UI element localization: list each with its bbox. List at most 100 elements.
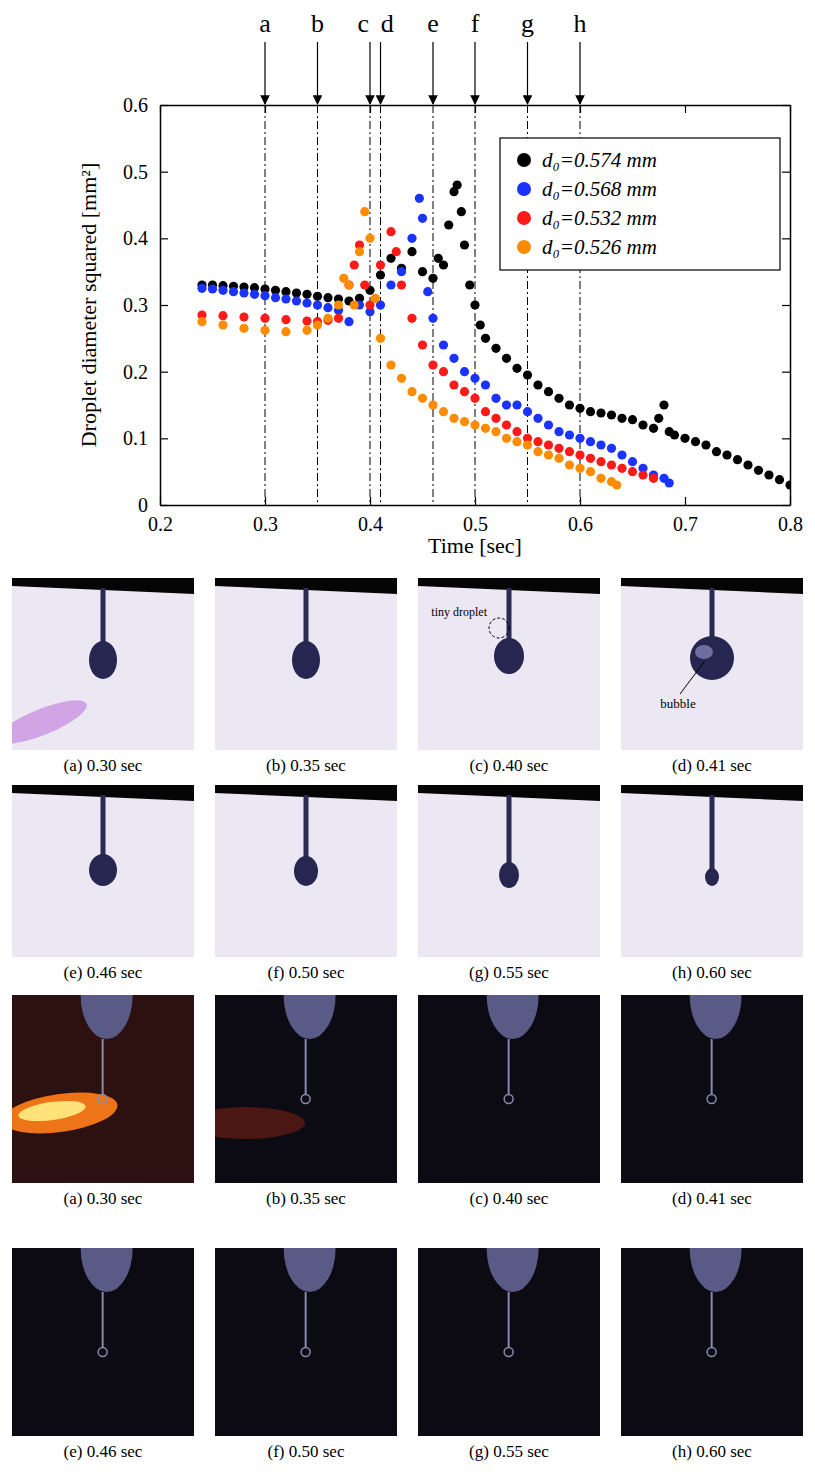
point	[271, 293, 280, 302]
point	[638, 470, 647, 479]
point	[376, 334, 385, 343]
tick-mark	[160, 172, 168, 173]
fiber	[508, 1292, 510, 1348]
point	[397, 374, 406, 383]
point	[418, 267, 427, 276]
point	[386, 280, 395, 289]
point	[470, 420, 479, 429]
point	[491, 394, 500, 403]
droplet	[292, 641, 320, 679]
photo-caption: (e) 0.46 sec	[64, 1442, 143, 1461]
point	[428, 360, 437, 369]
point	[397, 267, 406, 276]
tick: 0.3	[123, 294, 168, 316]
tick-mark	[160, 105, 161, 113]
point	[439, 407, 448, 416]
time-marker-label: c	[357, 9, 369, 38]
point	[586, 467, 595, 476]
point	[344, 280, 353, 289]
point	[544, 450, 553, 459]
figure: 0.20.30.40.50.60.70.800.10.20.30.40.50.6…	[0, 0, 815, 1477]
photo	[418, 995, 600, 1183]
point	[596, 474, 605, 483]
point	[617, 414, 626, 423]
point	[229, 287, 238, 296]
point	[649, 424, 658, 433]
point	[460, 240, 469, 249]
fiber	[507, 795, 512, 866]
point	[712, 447, 721, 456]
point	[208, 284, 217, 293]
point	[302, 290, 311, 299]
point	[659, 400, 668, 409]
photo-caption: (h) 0.60 sec	[672, 963, 752, 982]
point	[323, 293, 332, 302]
point	[470, 300, 479, 309]
point	[743, 460, 752, 469]
point	[313, 320, 322, 329]
point	[523, 440, 532, 449]
photo-panel: (e) 0.46 sec	[12, 1204, 194, 1461]
holder	[690, 995, 742, 1039]
photo-caption: (g) 0.55 sec	[469, 963, 549, 982]
point	[465, 280, 474, 289]
legend-label: d₀=0.568 mm	[542, 177, 657, 201]
photo-panel: (d) 0.41 sec	[621, 951, 803, 1208]
point	[460, 367, 469, 376]
tick-mark	[782, 105, 790, 106]
point	[481, 424, 490, 433]
point	[628, 457, 637, 466]
point	[638, 420, 647, 429]
time-marker-label: a	[259, 9, 271, 38]
legend-marker	[517, 211, 531, 225]
point	[470, 374, 479, 383]
photo	[418, 1248, 600, 1436]
droplet	[301, 1348, 310, 1357]
point	[754, 466, 763, 475]
point	[371, 294, 380, 303]
point	[453, 180, 462, 189]
tick	[782, 105, 790, 106]
point	[418, 214, 427, 223]
point	[197, 284, 206, 293]
point	[491, 344, 500, 353]
point	[397, 280, 406, 289]
photo-panel: (f) 0.50 sec	[215, 785, 397, 982]
point	[470, 394, 479, 403]
droplet	[98, 1095, 107, 1104]
time-marker-arrow	[432, 42, 433, 104]
droplet	[707, 1348, 716, 1357]
point	[617, 450, 626, 459]
point	[344, 317, 353, 326]
tick-label: 0.4	[358, 513, 383, 535]
point	[423, 287, 432, 296]
point	[586, 454, 595, 463]
reference-line	[265, 105, 266, 505]
point	[281, 294, 290, 303]
photo-panel: (f) 0.50 sec	[215, 1204, 397, 1461]
point	[260, 291, 269, 300]
point	[355, 247, 364, 256]
photo	[215, 785, 397, 957]
point	[418, 394, 427, 403]
tick-label: 0.2	[123, 361, 148, 383]
point	[481, 407, 490, 416]
point	[428, 400, 437, 409]
series	[197, 194, 673, 488]
droplet	[494, 638, 524, 674]
point	[476, 320, 485, 329]
legend-box	[500, 138, 780, 270]
tick-label: 0.7	[673, 513, 698, 535]
point	[533, 447, 542, 456]
point	[764, 470, 773, 479]
photo	[621, 995, 803, 1183]
point	[785, 480, 790, 489]
legend-marker	[517, 153, 531, 167]
droplet	[89, 641, 117, 679]
point	[665, 478, 674, 487]
photo-background	[621, 578, 803, 750]
point	[323, 303, 332, 312]
flame-glow	[12, 692, 91, 750]
tick-label: 0.1	[123, 427, 148, 449]
photo-panel: (b) 0.35 sec	[215, 578, 397, 775]
